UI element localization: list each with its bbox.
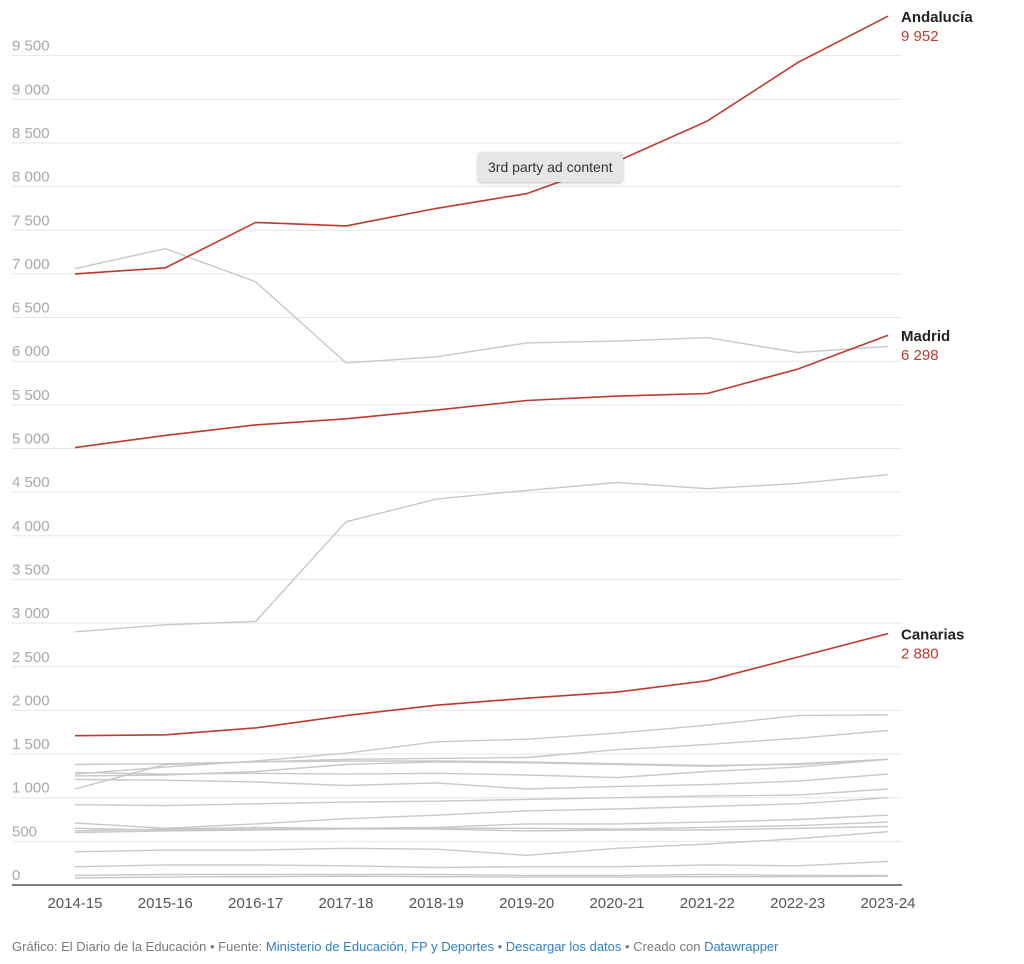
y-tick-label: 8 000 <box>12 169 50 186</box>
y-tick-label: 1 000 <box>12 780 50 797</box>
series-name-label: Madrid <box>901 328 950 345</box>
y-tick-label: 500 <box>12 823 37 840</box>
y-axis-ticks: 0 500 1 000 1 500 2 000 2 500 3 000 3 500 4 000 4… <box>12 38 50 884</box>
y-tick-label: 8 500 <box>12 125 50 142</box>
series-line-highlight <box>74 15 889 275</box>
series-labels: Andalucía 9 952 Madrid 6 298 Canarias 2 880 <box>901 9 973 662</box>
y-tick-label: 6 500 <box>12 300 50 317</box>
series-name-label: Andalucía <box>901 9 973 26</box>
series-line-muted <box>74 247 889 364</box>
series-line-highlight <box>74 334 889 449</box>
y-tick-label: 9 000 <box>12 81 50 98</box>
series-line-muted <box>74 814 889 831</box>
line-chart: 0 500 1 000 1 500 2 000 2 500 3 000 3 500 4 000 4… <box>12 9 973 912</box>
y-tick-label: 7 000 <box>12 256 50 273</box>
y-tick-label: 3 500 <box>12 561 50 578</box>
series-name-label: Canarias <box>901 627 964 644</box>
credit-text: Gráfico: El Diario de la Educación <box>12 939 207 954</box>
x-axis-ticks: 2014-15 2015-16 2016-17 2017-18 2018-19 2019-… <box>12 884 916 912</box>
source-label: • Fuente: <box>210 939 263 954</box>
series-line-muted <box>74 773 889 790</box>
y-tick-label: 7 500 <box>12 212 50 229</box>
y-tick-label: 5 000 <box>12 431 50 448</box>
series-value-label: 2 880 <box>901 646 939 663</box>
series-line-muted <box>74 797 889 830</box>
y-tick-label: 4 500 <box>12 474 50 491</box>
y-tick-label: 3 000 <box>12 605 50 622</box>
x-tick-label: 2018-19 <box>409 895 464 912</box>
created-with-text: Creado con <box>633 939 701 954</box>
series-line-muted <box>74 875 889 879</box>
series-line-muted <box>74 714 889 775</box>
series-line-muted <box>74 831 889 857</box>
series-line-muted <box>74 474 889 633</box>
datawrapper-link[interactable]: Datawrapper <box>704 939 779 954</box>
ad-tooltip: 3rd party ad content <box>478 152 623 182</box>
background-series <box>74 247 889 879</box>
y-tick-label: 0 <box>12 867 20 884</box>
series-line-muted <box>74 758 889 779</box>
series-line-muted <box>74 860 889 869</box>
series-line-highlight <box>74 632 889 737</box>
separator: • <box>497 939 503 954</box>
series-line-muted <box>74 825 889 834</box>
chart-footer: Gráfico: El Diario de la Educación • Fue… <box>12 939 779 954</box>
series-value-label: 6 298 <box>901 347 939 364</box>
separator: • <box>625 939 630 954</box>
series-value-label: 9 952 <box>901 28 939 45</box>
y-tick-label: 4 000 <box>12 518 50 535</box>
gridlines <box>12 55 902 842</box>
x-tick-label: 2021-22 <box>680 895 735 912</box>
y-tick-label: 6 000 <box>12 343 50 360</box>
y-tick-label: 2 000 <box>12 692 50 709</box>
x-tick-label: 2020-21 <box>589 895 644 912</box>
series-line-muted <box>74 821 889 832</box>
source-link[interactable]: Ministerio de Educación, FP y Deportes <box>265 939 494 954</box>
x-tick-label: 2014-15 <box>47 895 102 912</box>
y-tick-label: 2 500 <box>12 649 50 666</box>
y-tick-label: 1 500 <box>12 736 50 753</box>
highlighted-series <box>74 15 889 737</box>
x-tick-label: 2017-18 <box>318 895 373 912</box>
x-tick-label: 2016-17 <box>228 895 283 912</box>
download-data-link[interactable]: Descargar los datos <box>505 939 622 954</box>
x-tick-label: 2023-24 <box>860 895 915 912</box>
x-tick-label: 2015-16 <box>138 895 193 912</box>
y-tick-label: 9 500 <box>12 38 50 55</box>
y-tick-label: 5 500 <box>12 387 50 404</box>
x-tick-label: 2022-23 <box>770 895 825 912</box>
series-line-muted <box>74 788 889 807</box>
x-tick-label: 2019-20 <box>499 895 554 912</box>
series-line-muted <box>74 873 888 877</box>
